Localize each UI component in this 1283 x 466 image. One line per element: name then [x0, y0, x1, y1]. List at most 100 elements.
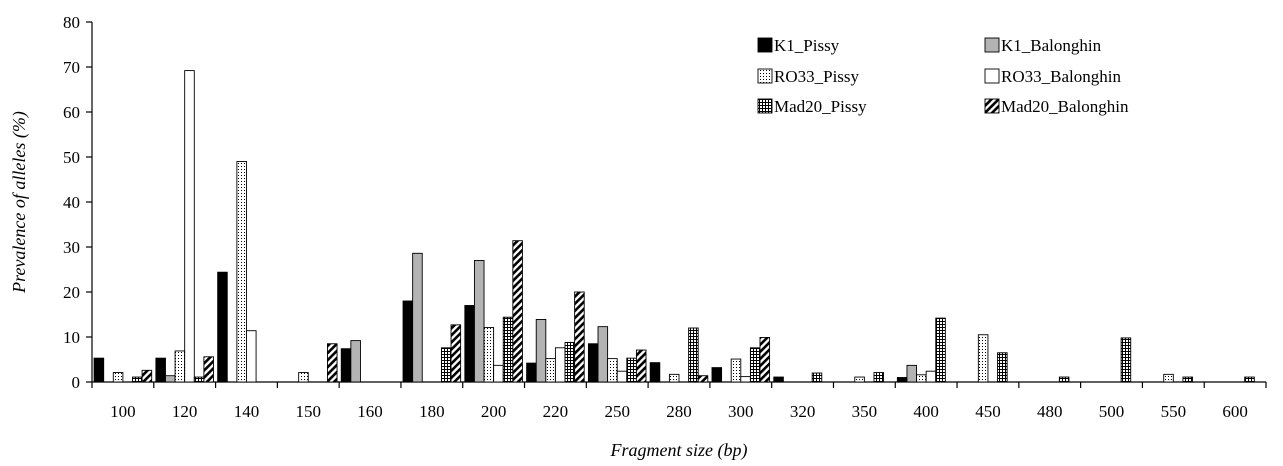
bar — [854, 376, 865, 383]
x-tick-label: 600 — [1222, 402, 1248, 421]
bar — [688, 327, 699, 383]
x-tick-label: 320 — [790, 402, 816, 421]
legend-swatch — [984, 37, 1000, 53]
bar — [554, 347, 566, 383]
bar — [574, 291, 585, 383]
y-tick-label: 10 — [63, 328, 80, 347]
bar — [597, 326, 609, 383]
x-tick-label: 400 — [913, 402, 939, 421]
legend-label: Mad20_Balonghin — [1001, 97, 1129, 116]
bar — [327, 343, 338, 383]
legend-label: RO33_Balonghin — [1001, 67, 1121, 86]
bar — [93, 357, 105, 383]
bar — [512, 240, 523, 383]
x-tick-label: 200 — [481, 402, 507, 421]
bar — [1120, 337, 1132, 383]
x-tick-label: 500 — [1099, 402, 1125, 421]
bar — [626, 357, 637, 383]
legend-label: K1_Balonghin — [1001, 36, 1102, 55]
bar — [649, 362, 661, 383]
bar — [246, 330, 257, 383]
y-tick-label: 40 — [63, 193, 80, 212]
bar — [1163, 373, 1174, 383]
bar — [502, 316, 514, 383]
bar — [402, 300, 414, 383]
bar — [873, 372, 885, 383]
bar — [896, 377, 908, 383]
x-tick-label: 120 — [172, 402, 198, 421]
bar — [935, 317, 946, 383]
bar — [165, 375, 176, 383]
bar — [773, 376, 784, 383]
x-tick-label: 140 — [234, 402, 260, 421]
legend-label: K1_Pissy — [774, 36, 840, 55]
x-tick-label: 160 — [357, 402, 383, 421]
bar — [977, 334, 989, 383]
bar — [298, 372, 309, 383]
bar — [916, 374, 927, 383]
bar — [697, 375, 709, 383]
bar — [464, 305, 475, 383]
bar — [564, 341, 576, 383]
bar — [925, 370, 937, 383]
bar — [450, 324, 462, 383]
bars — [93, 70, 1255, 383]
legend-swatch — [757, 68, 773, 84]
bar — [759, 337, 771, 383]
y-axis-title: Prevalence of alleles (%) — [9, 111, 30, 294]
legend-swatch — [757, 98, 773, 114]
bar — [236, 161, 247, 383]
bar — [174, 350, 186, 383]
y-tick-label: 70 — [63, 58, 80, 77]
bar — [749, 347, 761, 383]
bar — [740, 376, 751, 383]
bar — [473, 260, 485, 383]
y-tick-label: 60 — [63, 103, 80, 122]
bar — [730, 358, 742, 383]
bar — [668, 373, 680, 383]
bar — [217, 271, 228, 383]
bar — [440, 347, 452, 383]
bar — [340, 348, 352, 383]
legend-swatch — [984, 68, 1000, 84]
y-tick-label: 0 — [72, 373, 81, 392]
bar — [193, 376, 205, 383]
bar — [155, 357, 166, 383]
bar — [711, 367, 723, 383]
y-ticks: 0 10 20 30 40 50 60 70 80 — [63, 13, 92, 392]
x-tick-label: 350 — [852, 402, 878, 421]
bar — [811, 372, 823, 383]
x-tick-label: 220 — [543, 402, 569, 421]
bar — [132, 376, 143, 383]
bar — [1182, 376, 1193, 383]
bar — [906, 364, 918, 383]
x-tick-label: 300 — [728, 402, 754, 421]
x-tick-label: 100 — [110, 402, 136, 421]
bar — [483, 327, 495, 383]
x-tick-label: 180 — [419, 402, 445, 421]
y-tick-label: 20 — [63, 283, 80, 302]
x-tick-label: 480 — [1037, 402, 1063, 421]
bar — [526, 362, 537, 383]
bar — [545, 358, 556, 383]
y-tick-label: 30 — [63, 238, 80, 257]
x-axis-title: Fragment size (bp) — [610, 440, 748, 461]
bar — [1244, 376, 1255, 383]
bar — [184, 70, 195, 383]
x-tick-label: 450 — [975, 402, 1001, 421]
legend-swatch — [984, 98, 1000, 114]
y-tick-label: 50 — [63, 148, 80, 167]
x-axis: 100 120 140 150 160 180 200 220 250 280 300 320 350 4… — [91, 381, 1267, 421]
legend: K1_Pissy K1_Balonghin RO33_Pissy RO33_Balon… — [757, 36, 1129, 116]
bar — [607, 358, 618, 383]
x-tick-label: 280 — [666, 402, 692, 421]
bar — [203, 356, 214, 383]
bar — [141, 369, 153, 383]
bar — [112, 372, 124, 383]
bar — [412, 252, 423, 383]
y-tick-label: 80 — [63, 13, 80, 32]
bar — [616, 370, 628, 383]
bar — [1058, 376, 1070, 383]
x-tick-label: 150 — [296, 402, 322, 421]
